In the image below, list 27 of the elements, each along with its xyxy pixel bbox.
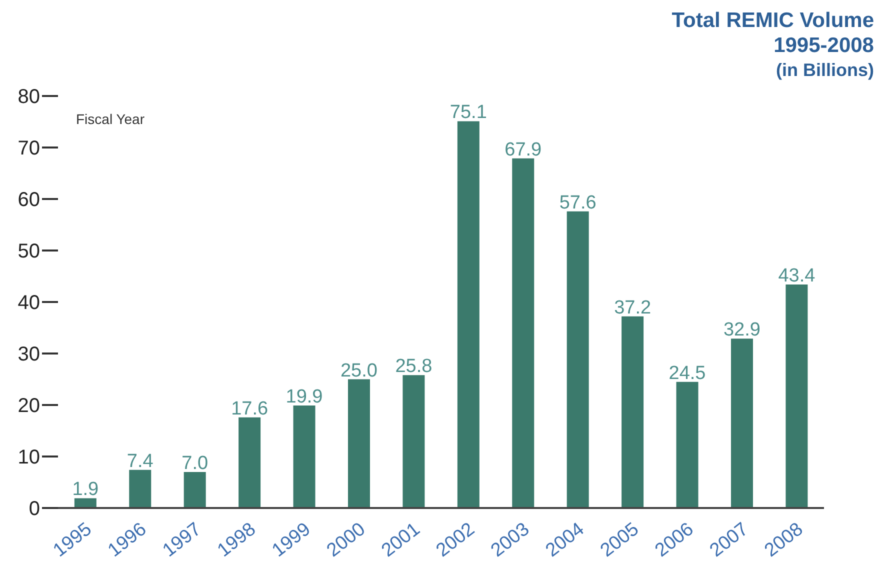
- chart-subtitle: 1995-2008: [772, 33, 874, 58]
- y-tick-label: 60: [18, 189, 40, 212]
- data-label: 25.8: [395, 356, 432, 378]
- annotation: Fiscal Year: [76, 111, 144, 127]
- data-label: 7.4: [126, 450, 154, 472]
- data-label: 32.9: [723, 320, 760, 341]
- y-tick-label: 20: [18, 395, 40, 418]
- data-label: 17.6: [231, 398, 268, 420]
- chart-title: Total REMIC Volume: [672, 8, 874, 33]
- data-label: 7.0: [182, 452, 208, 474]
- data-label: 1.9: [72, 479, 99, 500]
- data-label: 19.9: [286, 386, 323, 408]
- y-tick-label: 30: [18, 344, 40, 366]
- data-label: 25.0: [340, 360, 378, 382]
- y-tick-label: 70: [18, 138, 40, 160]
- y-tick-label: 10: [18, 446, 40, 469]
- data-label: 57.6: [559, 192, 596, 214]
- y-tick-label: 80: [18, 86, 40, 108]
- data-label: 43.4: [778, 265, 816, 286]
- y-tick-label: 50: [18, 240, 40, 263]
- y-tick-label: 40: [18, 292, 40, 314]
- data-label: 67.9: [504, 139, 542, 160]
- data-label: 37.2: [614, 297, 652, 318]
- data-label: 75.1: [450, 102, 487, 124]
- y-tick-label: 0: [28, 498, 40, 520]
- text: (in Billions): [775, 59, 874, 82]
- data-label: 24.5: [668, 362, 706, 384]
